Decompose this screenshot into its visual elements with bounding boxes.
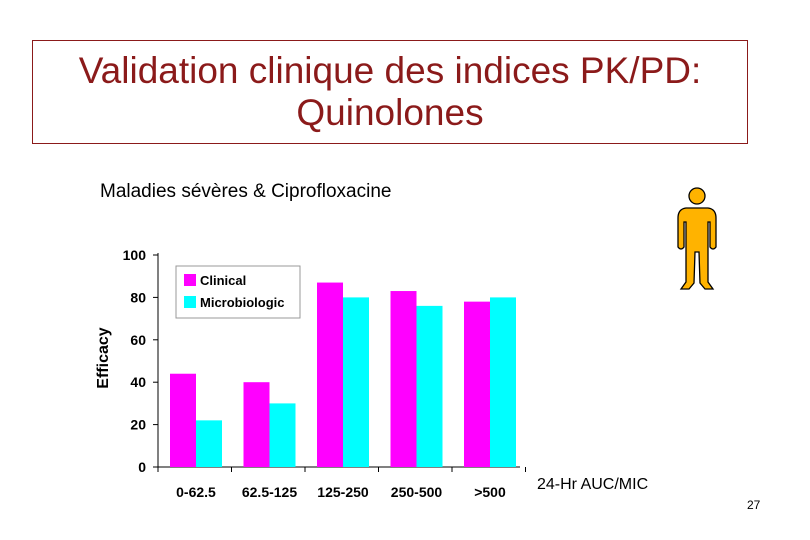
- bar-microbiologic: [269, 403, 296, 467]
- y-tick-label: 80: [130, 289, 146, 305]
- chart-subtitle: Maladies sévères & Ciprofloxacine: [100, 181, 392, 202]
- legend-swatch: [184, 296, 196, 308]
- person-icon: [677, 187, 717, 290]
- bar-microbiologic: [343, 297, 369, 467]
- slide-number: 27: [747, 498, 761, 512]
- x-tick-label: 62.5-125: [242, 484, 297, 500]
- legend: Clinical Microbiologic: [175, 265, 301, 319]
- legend-label: Clinical: [200, 273, 246, 288]
- bar-microbiologic: [416, 305, 443, 467]
- title-line-1: Validation clinique des indices PK/PD:: [78, 50, 702, 91]
- bar-clinical: [243, 382, 270, 467]
- title-line-2: Quinolones: [296, 92, 484, 133]
- plot-area: 0 20 40 60 80 100 0-62.5 62.5-125 125-250 250-500…: [123, 247, 526, 500]
- bar-microbiologic: [490, 297, 516, 467]
- y-tick-label: 60: [130, 332, 146, 348]
- bar-microbiologic: [196, 420, 222, 467]
- legend-label: Microbiologic: [200, 295, 285, 310]
- y-tick-label: 100: [123, 247, 147, 263]
- title-box: Validation clinique des indices PK/PD: Q…: [32, 40, 748, 144]
- bar-clinical: [464, 301, 490, 467]
- legend-swatch: [184, 274, 196, 286]
- y-tick-label: 0: [138, 459, 146, 475]
- bar-clinical: [390, 291, 417, 467]
- x-tick-label: 125-250: [317, 484, 369, 500]
- x-tick-label: 0-62.5: [176, 484, 216, 500]
- x-tick-label: 250-500: [391, 484, 443, 500]
- x-axis-label: 24-Hr AUC/MIC: [537, 476, 648, 493]
- y-tick-label: 40: [130, 374, 146, 390]
- bar-clinical: [170, 373, 196, 467]
- x-tick-label: >500: [474, 484, 506, 500]
- legend-box: [175, 265, 301, 319]
- bar-clinical: [317, 282, 343, 467]
- y-tick-label: 20: [130, 417, 146, 433]
- y-axis-label: Efficacy: [95, 327, 112, 388]
